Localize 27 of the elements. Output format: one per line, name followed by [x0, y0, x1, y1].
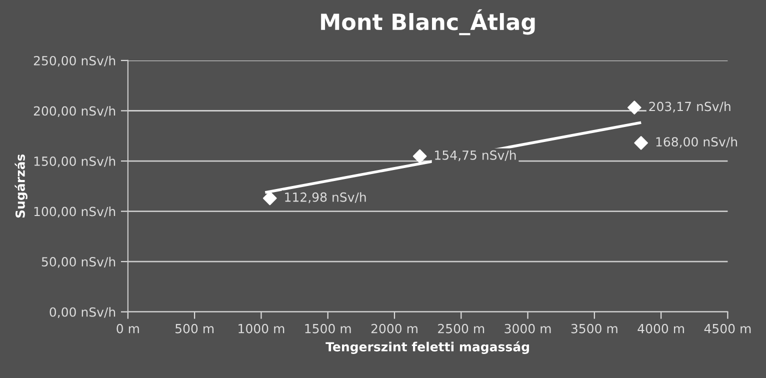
point	[627, 100, 642, 114]
y-tick-label: 150,00 nSv/h	[34, 156, 116, 168]
point	[634, 136, 648, 150]
data-label: 112,98 nSv/h	[285, 192, 366, 204]
x-axis-title: Tengerszint feletti magasság	[326, 341, 529, 354]
x-tick-label: 0 m	[116, 324, 139, 334]
x-tick-label: 1500 m	[305, 324, 351, 334]
y-tick-label: 250,00 nSv/h	[34, 56, 116, 67]
x-tick-label: 3000 m	[504, 324, 551, 334]
y-tick-label: 200,00 nSv/h	[34, 106, 116, 117]
chart-title: Mont Blanc_Átlag	[321, 9, 535, 36]
data-label: 203,17 nSv/h	[649, 102, 730, 112]
data-label: 154,75 nSv/h	[435, 150, 516, 162]
y-axis-title: Sugárzás	[14, 154, 28, 218]
point	[412, 149, 427, 164]
x-tick-label: 4500 m	[704, 324, 751, 334]
x-tick-label: 2500 m	[438, 324, 484, 334]
point	[262, 191, 277, 206]
y-tick-label: 0,00 nSv/h	[50, 307, 116, 318]
y-tick-label: 50,00 nSv/h	[42, 256, 116, 268]
x-tick-label: 1000 m	[238, 324, 284, 334]
x-tick-label: 3500 m	[571, 324, 618, 334]
y-tick-label: 100,00 nSv/h	[34, 206, 116, 218]
x-tick-label: 2000 m	[371, 324, 418, 334]
x-tick-label: 4000 m	[638, 324, 684, 334]
data-label: 168,00 nSv/h	[656, 136, 737, 148]
x-tick-label: 500 m	[176, 324, 214, 334]
